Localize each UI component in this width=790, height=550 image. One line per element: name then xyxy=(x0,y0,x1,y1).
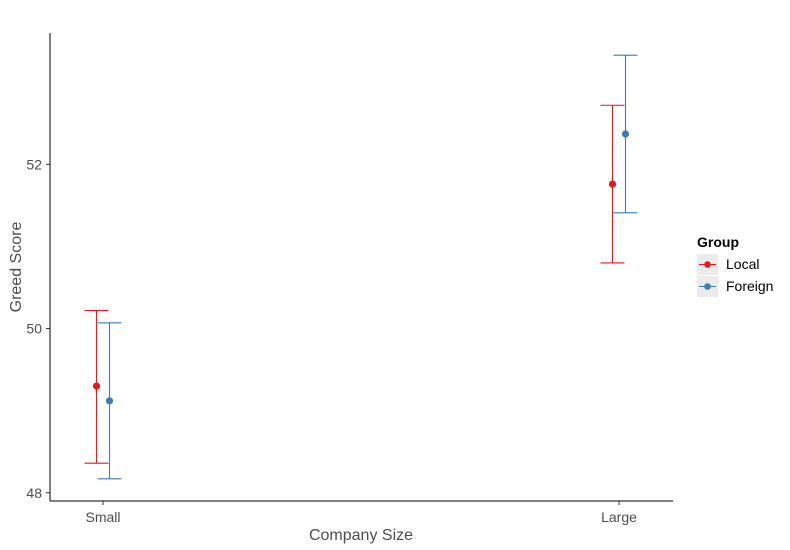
series-layer xyxy=(84,54,638,480)
legend-label: Local xyxy=(726,256,759,272)
data-point xyxy=(92,382,101,390)
legend-key-point xyxy=(704,283,711,290)
legend-label: Foreign xyxy=(726,278,773,294)
legend-item-foreign: Foreign xyxy=(697,276,773,297)
series-local xyxy=(84,104,625,464)
legend-key-point xyxy=(704,261,711,268)
data-point xyxy=(608,180,617,188)
plot-area: 48 50 52 Small Large xyxy=(26,33,673,525)
data-point xyxy=(621,130,630,138)
legend-item-local: Local xyxy=(697,254,759,275)
series-foreign xyxy=(97,54,638,480)
y-tick-label: 48 xyxy=(26,485,42,501)
y-axis-title: Greed Score xyxy=(8,222,25,313)
data-point xyxy=(105,397,114,405)
legend: Group Local Foreign xyxy=(697,234,773,297)
legend-items: Local Foreign xyxy=(697,254,773,297)
y-tick-label: 50 xyxy=(26,321,42,337)
y-ticks: 48 50 52 xyxy=(26,156,50,501)
x-tick-label: Small xyxy=(85,509,120,525)
x-ticks: Small Large xyxy=(85,501,637,525)
x-tick-label: Large xyxy=(601,509,637,525)
x-axis-title: Company Size xyxy=(309,527,413,544)
y-tick-label: 52 xyxy=(26,156,42,172)
legend-title: Group xyxy=(697,234,739,250)
